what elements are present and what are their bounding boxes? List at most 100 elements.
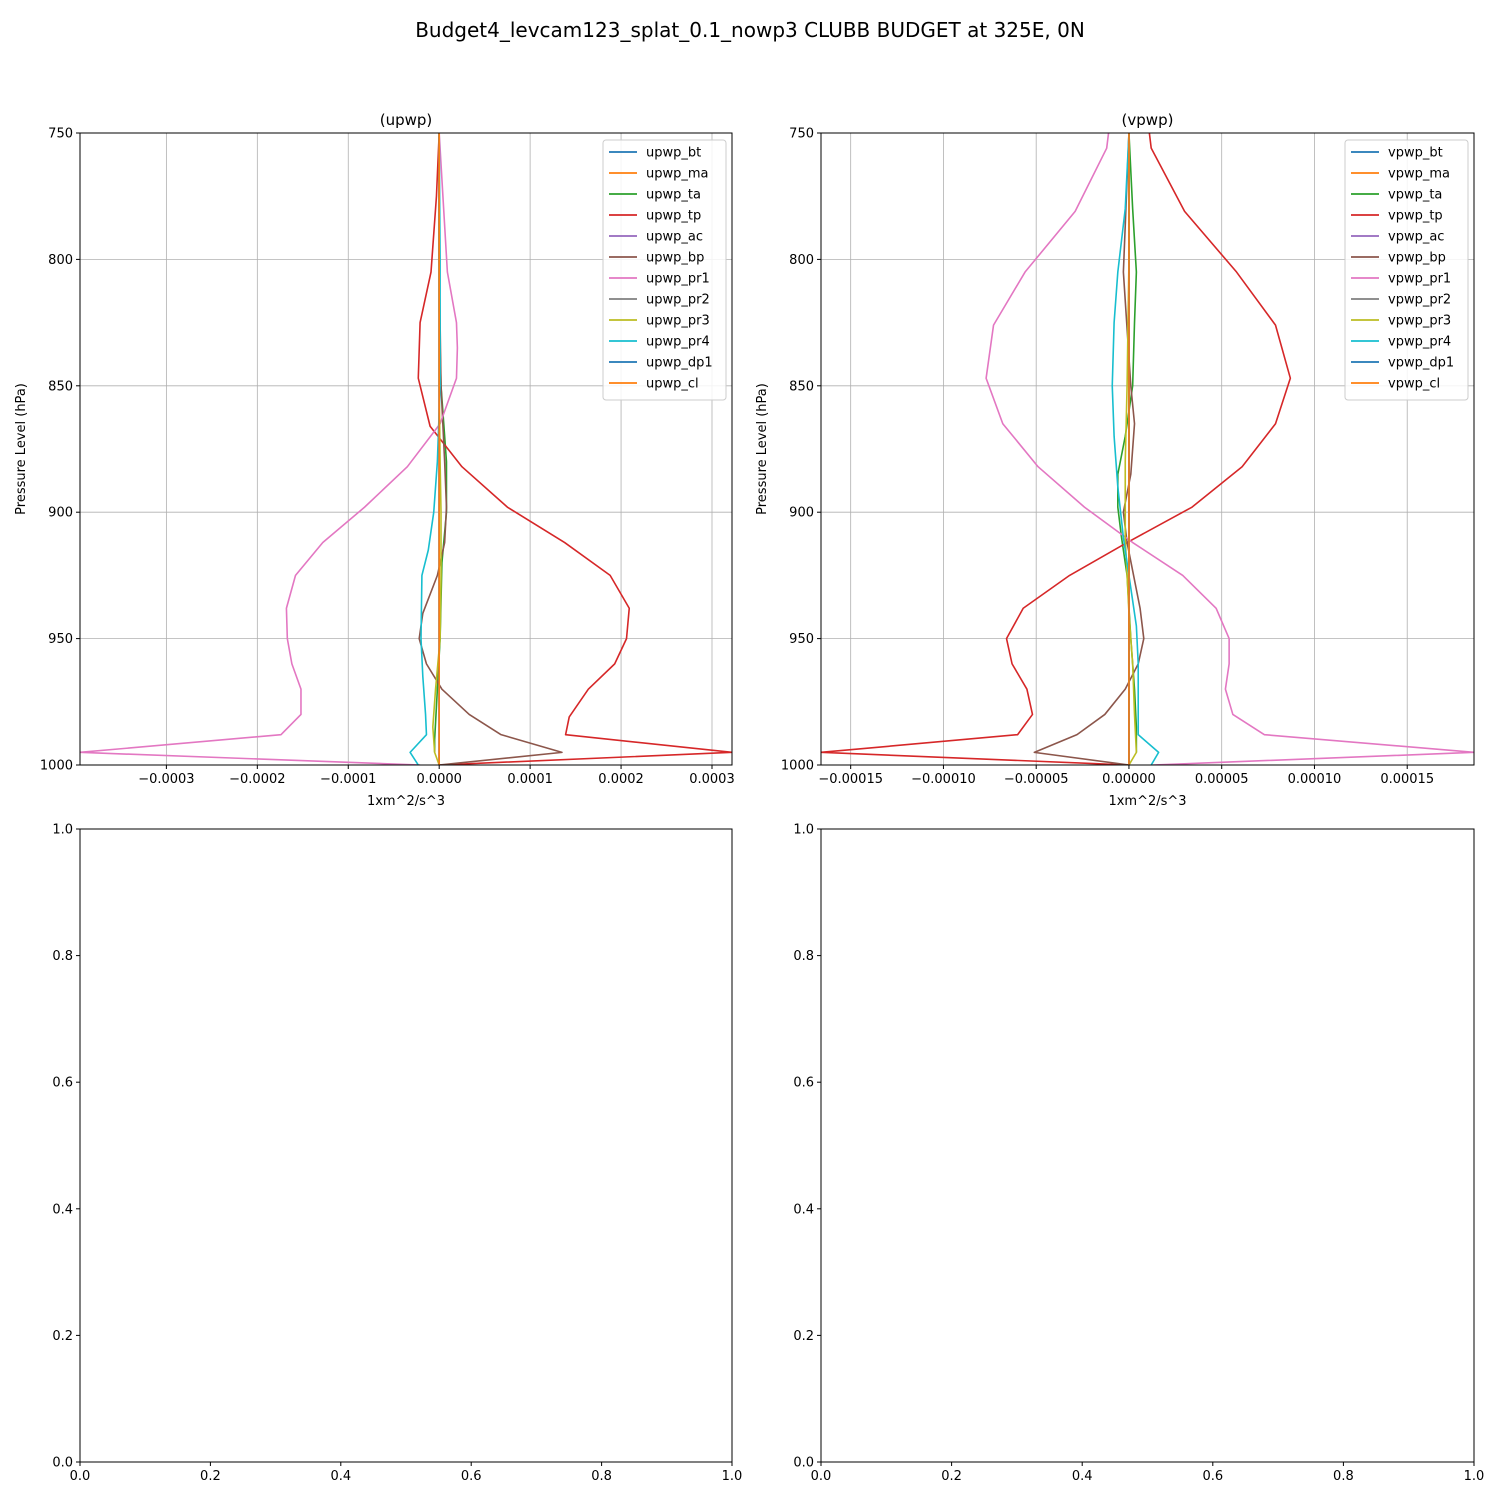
legend-entry: upwp_pr3 bbox=[646, 314, 710, 329]
y-tick-label: 0.0 bbox=[52, 1456, 73, 1471]
legend-entry: vpwp_bp bbox=[1388, 251, 1446, 266]
y-tick-label: 0.6 bbox=[52, 1076, 73, 1091]
legend-entry: vpwp_dp1 bbox=[1388, 356, 1454, 371]
y-tick-label: 950 bbox=[789, 632, 814, 647]
x-tick-label: 0.4 bbox=[330, 1469, 351, 1484]
legend-entry: upwp_ma bbox=[646, 167, 709, 182]
legend-entry: upwp_ta bbox=[646, 188, 701, 203]
y-tick-label: 1000 bbox=[781, 759, 814, 774]
x-tick-label: 1.0 bbox=[1464, 1469, 1485, 1484]
x-tick-label: −0.00010 bbox=[911, 772, 976, 787]
legend: vpwp_bt vpwp_ma vpwp_ta vpwp_tp vpwp_ac vpwp_… bbox=[1344, 139, 1469, 401]
legend-entry: vpwp_pr1 bbox=[1388, 272, 1451, 287]
legend-entry: vpwp_ta bbox=[1388, 188, 1442, 203]
x-axis-label: 1xm^2/s^3 bbox=[1108, 794, 1186, 809]
y-tick-label: 850 bbox=[789, 379, 814, 394]
x-tick-label: 0.4 bbox=[1072, 1469, 1093, 1484]
subplot-title: (upwp) bbox=[380, 111, 433, 129]
series-line-vpwp_pr3 bbox=[1124, 133, 1138, 765]
legend-entry: upwp_dp1 bbox=[646, 356, 713, 371]
y-tick-label: 0.8 bbox=[793, 949, 814, 964]
legend-entry: vpwp_bt bbox=[1388, 146, 1443, 161]
y-tick-label: 0.6 bbox=[793, 1076, 814, 1091]
legend-entry: vpwp_pr4 bbox=[1388, 335, 1451, 350]
axes-frame bbox=[820, 828, 1475, 1463]
x-tick-label: −0.0003 bbox=[138, 772, 194, 787]
x-tick-label: −0.00015 bbox=[818, 772, 883, 787]
y-tick-label: 1.0 bbox=[52, 823, 73, 838]
axes-frame bbox=[820, 132, 1475, 766]
legend-entry: upwp_pr4 bbox=[646, 335, 710, 350]
x-tick-label: 0.6 bbox=[461, 1469, 482, 1484]
y-tick-label: 1000 bbox=[40, 759, 73, 774]
series-line-vpwp_pr4 bbox=[1111, 133, 1160, 765]
x-tick-label: −0.0001 bbox=[320, 772, 376, 787]
legend-entry: upwp_bp bbox=[646, 251, 704, 266]
y-tick-label: 800 bbox=[48, 253, 73, 268]
x-tick-label: 0.0000 bbox=[416, 772, 462, 787]
x-tick-label: 0.0002 bbox=[598, 772, 644, 787]
axes-frame bbox=[79, 828, 733, 1463]
y-tick-label: 750 bbox=[48, 127, 73, 142]
series-line-upwp_pr1 bbox=[80, 133, 459, 765]
y-axis-label: Pressure Level (hPa) bbox=[755, 383, 770, 515]
series-group bbox=[80, 133, 732, 765]
axes-layer: −0.0003 −0.0002 −0.0001 0.0000 0.0001 0.0002 0… bbox=[14, 111, 1484, 1484]
y-tick-label: 0.2 bbox=[793, 1329, 814, 1344]
x-tick-label: 0.00000 bbox=[1102, 772, 1156, 787]
x-tick-label: −0.0002 bbox=[229, 772, 285, 787]
subplot-1: −0.0003 −0.0002 −0.0001 0.0000 0.0001 0.0002 0… bbox=[14, 111, 735, 809]
legend-entry: upwp_tp bbox=[646, 209, 701, 224]
series-line-upwp_pr4 bbox=[409, 133, 441, 765]
legend-entry: vpwp_pr3 bbox=[1388, 314, 1451, 329]
axes-frame bbox=[79, 132, 733, 766]
series-line-vpwp_bp bbox=[1033, 133, 1145, 765]
series-line-upwp_tp bbox=[417, 133, 732, 765]
y-tick-label: 900 bbox=[789, 506, 814, 521]
x-tick-label: 0.2 bbox=[941, 1469, 962, 1484]
figure-title: Budget4_levcam123_splat_0.1_nowp3 CLUBB … bbox=[415, 18, 1085, 42]
x-tick-label: 1.0 bbox=[722, 1469, 743, 1484]
series-group bbox=[821, 133, 1474, 765]
x-tick-label: 0.8 bbox=[591, 1469, 612, 1484]
x-tick-label: 0.00015 bbox=[1380, 772, 1434, 787]
y-tick-label: 850 bbox=[48, 379, 73, 394]
legend: upwp_bt upwp_ma upwp_ta upwp_tp upwp_ac upwp_… bbox=[602, 139, 727, 401]
legend-entry: vpwp_pr2 bbox=[1388, 293, 1451, 308]
x-tick-label: 0.8 bbox=[1333, 1469, 1354, 1484]
legend-entry: upwp_ac bbox=[646, 230, 703, 245]
series-line-upwp_bp bbox=[418, 133, 563, 765]
legend-box bbox=[602, 139, 727, 401]
x-tick-label: 0.00005 bbox=[1195, 772, 1249, 787]
x-tick-label: 0.0 bbox=[811, 1469, 832, 1484]
y-tick-label: 750 bbox=[789, 127, 814, 142]
legend-entry: vpwp_cl bbox=[1388, 377, 1440, 392]
x-tick-label: 0.0 bbox=[70, 1469, 91, 1484]
y-tick-label: 1.0 bbox=[793, 823, 814, 838]
y-axis-label: Pressure Level (hPa) bbox=[14, 383, 29, 515]
x-tick-label: 0.00010 bbox=[1288, 772, 1342, 787]
y-tick-label: 900 bbox=[48, 506, 73, 521]
y-tick-label: 0.4 bbox=[52, 1202, 73, 1217]
series-line-vpwp_pr1 bbox=[985, 133, 1474, 765]
subplot-3: 0.0 0.2 0.4 0.6 0.8 1.0 0.0 0.2 0.4 0.6 0.8 1.0 bbox=[52, 823, 742, 1485]
y-tick-label: 800 bbox=[789, 253, 814, 268]
y-tick-label: 0.8 bbox=[52, 949, 73, 964]
x-tick-label: −0.00005 bbox=[1004, 772, 1069, 787]
subplot-title: (vpwp) bbox=[1122, 111, 1174, 129]
x-tick-label: 0.2 bbox=[200, 1469, 221, 1484]
legend-entry: upwp_bt bbox=[646, 146, 701, 161]
y-tick-label: 950 bbox=[48, 632, 73, 647]
legend-box bbox=[1344, 139, 1469, 401]
x-tick-label: 0.0001 bbox=[507, 772, 553, 787]
x-tick-label: 0.0003 bbox=[689, 772, 735, 787]
legend-entry: upwp_pr2 bbox=[646, 293, 710, 308]
x-tick-label: 0.6 bbox=[1202, 1469, 1223, 1484]
legend-entry: vpwp_tp bbox=[1388, 209, 1443, 224]
y-tick-label: 0.0 bbox=[793, 1456, 814, 1471]
x-axis-label: 1xm^2/s^3 bbox=[367, 794, 445, 809]
subplot-4: 0.0 0.2 0.4 0.6 0.8 1.0 0.0 0.2 0.4 0.6 0.8 1.0 bbox=[793, 823, 1484, 1485]
y-tick-label: 0.4 bbox=[793, 1202, 814, 1217]
